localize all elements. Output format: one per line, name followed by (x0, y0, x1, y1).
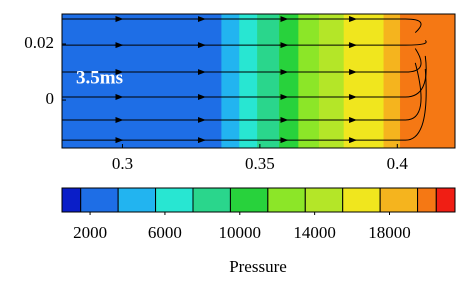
colorbar-tick-label: 10000 (219, 223, 262, 242)
colorbar-segment (267, 187, 306, 213)
colorbar-segment (61, 187, 82, 213)
colorbar-segment (80, 187, 119, 213)
contour-band (343, 14, 385, 148)
streamline (62, 48, 422, 73)
colorbar-tick-label: 2000 (73, 223, 107, 242)
colorbar-tick-label: 6000 (148, 223, 182, 242)
streamline (62, 68, 427, 141)
contour-band (383, 14, 401, 148)
y-tick-label: 0.02 (24, 33, 54, 52)
contour-band (298, 14, 320, 148)
streamline (62, 55, 427, 98)
x-tick-label: 0.35 (245, 154, 275, 173)
colorbar-segment (342, 187, 381, 213)
contour-band (62, 14, 222, 148)
colorbar-segment (304, 187, 344, 213)
colorbar-segment (435, 187, 456, 213)
contour-band (257, 14, 280, 148)
colorbar-segment (229, 187, 269, 213)
y-tick-label: 0 (46, 89, 55, 108)
x-tick-label: 0.4 (387, 154, 409, 173)
colorbar-label: Pressure (229, 257, 287, 276)
colorbar-segment (379, 187, 419, 213)
x-tick-label: 0.3 (112, 154, 133, 173)
colorbar-segment (155, 187, 194, 213)
contour-band (279, 14, 299, 148)
colorbar-tick-label: 18000 (368, 223, 411, 242)
colorbar-segment (117, 187, 157, 213)
colorbar-segment (192, 187, 231, 213)
plot-frame (61, 13, 456, 149)
streamline (62, 18, 422, 33)
streamline (62, 40, 427, 46)
streamline (62, 62, 422, 121)
colorbar-tick-label: 14000 (293, 223, 336, 242)
contour-band (318, 14, 345, 148)
colorbar-segment (417, 187, 437, 213)
annotation: 3.5ms (76, 67, 123, 88)
contour-band (400, 14, 456, 148)
contour-band (221, 14, 240, 148)
contour-band (239, 14, 258, 148)
